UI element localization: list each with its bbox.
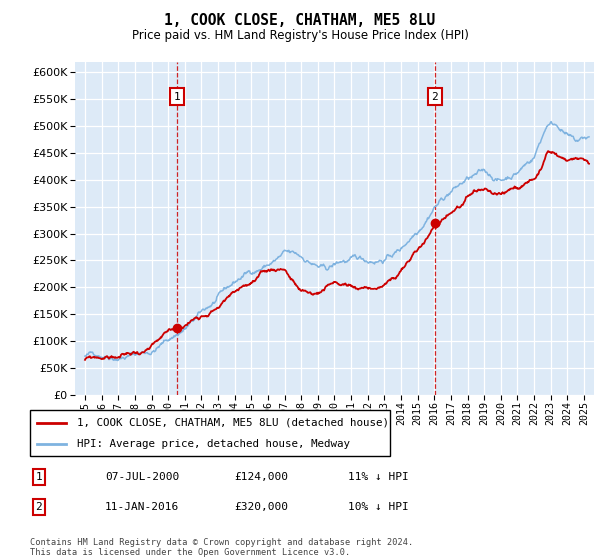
FancyBboxPatch shape xyxy=(30,410,390,456)
Text: 1: 1 xyxy=(35,472,43,482)
Text: 07-JUL-2000: 07-JUL-2000 xyxy=(105,472,179,482)
Text: 10% ↓ HPI: 10% ↓ HPI xyxy=(348,502,409,512)
Text: 11% ↓ HPI: 11% ↓ HPI xyxy=(348,472,409,482)
Text: Contains HM Land Registry data © Crown copyright and database right 2024.
This d: Contains HM Land Registry data © Crown c… xyxy=(30,538,413,557)
Text: £320,000: £320,000 xyxy=(234,502,288,512)
Text: 1, COOK CLOSE, CHATHAM, ME5 8LU (detached house): 1, COOK CLOSE, CHATHAM, ME5 8LU (detache… xyxy=(77,418,389,428)
Text: £124,000: £124,000 xyxy=(234,472,288,482)
Text: 11-JAN-2016: 11-JAN-2016 xyxy=(105,502,179,512)
Text: 2: 2 xyxy=(35,502,43,512)
Text: 1: 1 xyxy=(173,92,180,101)
Text: 2: 2 xyxy=(431,92,439,101)
Text: 1, COOK CLOSE, CHATHAM, ME5 8LU: 1, COOK CLOSE, CHATHAM, ME5 8LU xyxy=(164,13,436,28)
Text: Price paid vs. HM Land Registry's House Price Index (HPI): Price paid vs. HM Land Registry's House … xyxy=(131,29,469,43)
Text: HPI: Average price, detached house, Medway: HPI: Average price, detached house, Medw… xyxy=(77,439,350,449)
